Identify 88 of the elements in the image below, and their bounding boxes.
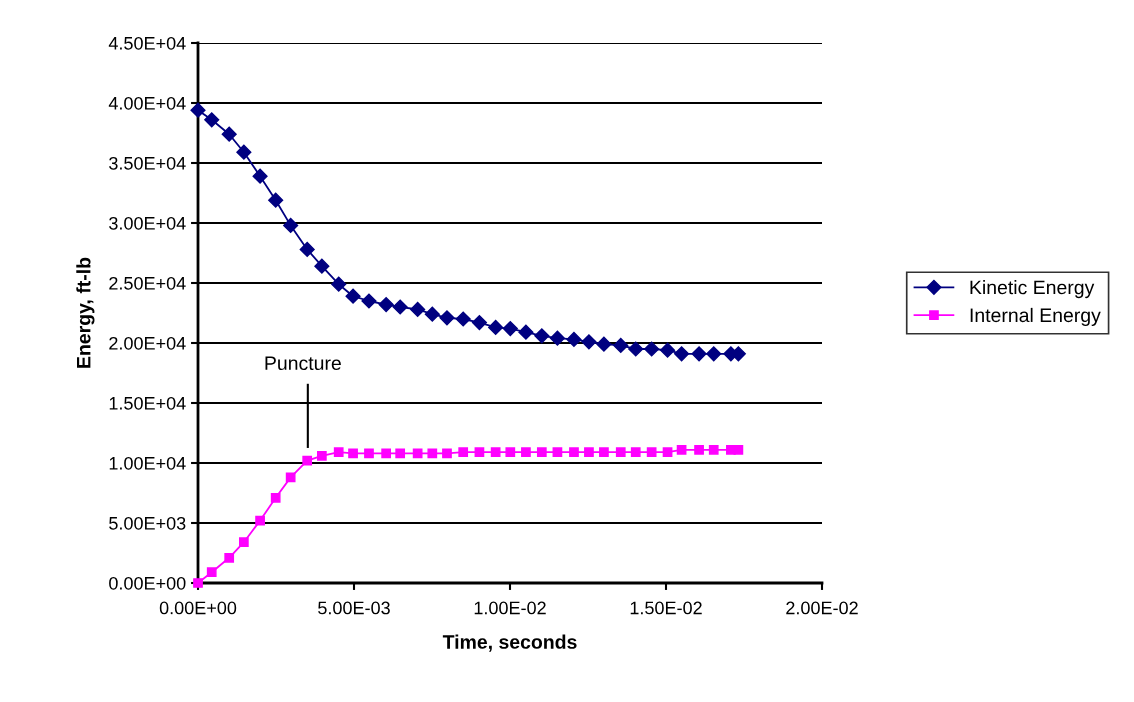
point <box>552 447 563 458</box>
point <box>488 319 504 335</box>
point <box>581 334 597 350</box>
point <box>439 310 455 326</box>
point <box>521 447 531 458</box>
point <box>599 447 609 458</box>
point <box>458 447 469 458</box>
point <box>378 297 394 313</box>
point <box>691 346 707 362</box>
point <box>518 324 534 340</box>
point <box>302 455 313 466</box>
point <box>190 102 206 118</box>
point <box>412 448 423 459</box>
point <box>644 341 660 357</box>
x-tick-label: 0.00E+00 <box>159 601 237 615</box>
y-tick-label: 2.00E+04 <box>109 336 186 350</box>
point <box>345 288 361 304</box>
point <box>285 472 296 483</box>
point <box>613 337 629 353</box>
legend-label: Kinetic Energy <box>970 280 1095 299</box>
y-tick-label: 3.00E+04 <box>109 216 186 230</box>
point <box>596 336 612 352</box>
point <box>348 448 358 459</box>
point <box>395 448 406 459</box>
point <box>270 492 281 503</box>
point <box>333 447 344 458</box>
y-tick-label: 2.50E+04 <box>109 276 186 290</box>
legend-label: Internal Energy <box>970 307 1101 326</box>
point <box>676 444 687 455</box>
point <box>361 293 377 309</box>
point <box>708 444 719 455</box>
point <box>706 346 722 362</box>
point <box>549 330 565 346</box>
point <box>659 342 676 358</box>
point <box>615 447 626 458</box>
point <box>502 321 518 337</box>
x-tick-label: 5.00E-03 <box>318 601 390 615</box>
y-tick-label: 4.50E+04 <box>108 36 186 50</box>
y-tick-label: 5.00E+03 <box>109 516 186 530</box>
point <box>204 112 220 128</box>
point <box>364 448 374 459</box>
point <box>268 192 284 208</box>
point <box>694 444 704 455</box>
point <box>381 448 391 459</box>
point <box>224 552 235 563</box>
point <box>239 537 249 548</box>
y-tick-label: 1.50E+04 <box>109 396 186 410</box>
y-tick-label: 1.00E+04 <box>109 456 186 470</box>
point <box>630 447 641 458</box>
point <box>505 447 516 458</box>
annotation: Puncture <box>265 356 341 371</box>
point <box>662 447 673 458</box>
point <box>455 311 471 327</box>
y-axis-title: Energy, ft-lb <box>76 257 95 368</box>
point <box>628 341 644 357</box>
point <box>410 301 426 317</box>
point <box>474 447 485 458</box>
y-tick-label: 3.50E+04 <box>109 156 186 170</box>
x-tick-label: 1.00E-02 <box>474 601 546 615</box>
point <box>427 448 438 459</box>
point <box>314 258 330 274</box>
x-axis-title: Time, seconds <box>442 634 577 652</box>
point <box>646 447 657 458</box>
point <box>236 144 252 160</box>
point <box>490 447 501 458</box>
point <box>317 450 327 461</box>
point <box>283 217 299 233</box>
point <box>299 241 315 257</box>
x-tick-label: 1.50E-02 <box>630 601 702 615</box>
point <box>442 448 452 459</box>
point <box>331 276 347 292</box>
point <box>733 444 744 455</box>
point <box>206 567 217 578</box>
point <box>392 299 408 315</box>
point <box>252 168 268 184</box>
point <box>255 515 265 526</box>
y-tick-label: 4.00E+04 <box>108 96 186 110</box>
point <box>221 126 237 142</box>
x-tick-label: 2.00E-02 <box>786 601 858 615</box>
y-tick-label: 0.00E+00 <box>109 576 186 590</box>
point <box>536 447 547 458</box>
point <box>569 447 579 458</box>
point <box>534 328 550 344</box>
point <box>424 306 440 322</box>
point <box>566 331 582 347</box>
point <box>674 346 690 362</box>
point <box>471 315 487 331</box>
point <box>584 447 594 458</box>
